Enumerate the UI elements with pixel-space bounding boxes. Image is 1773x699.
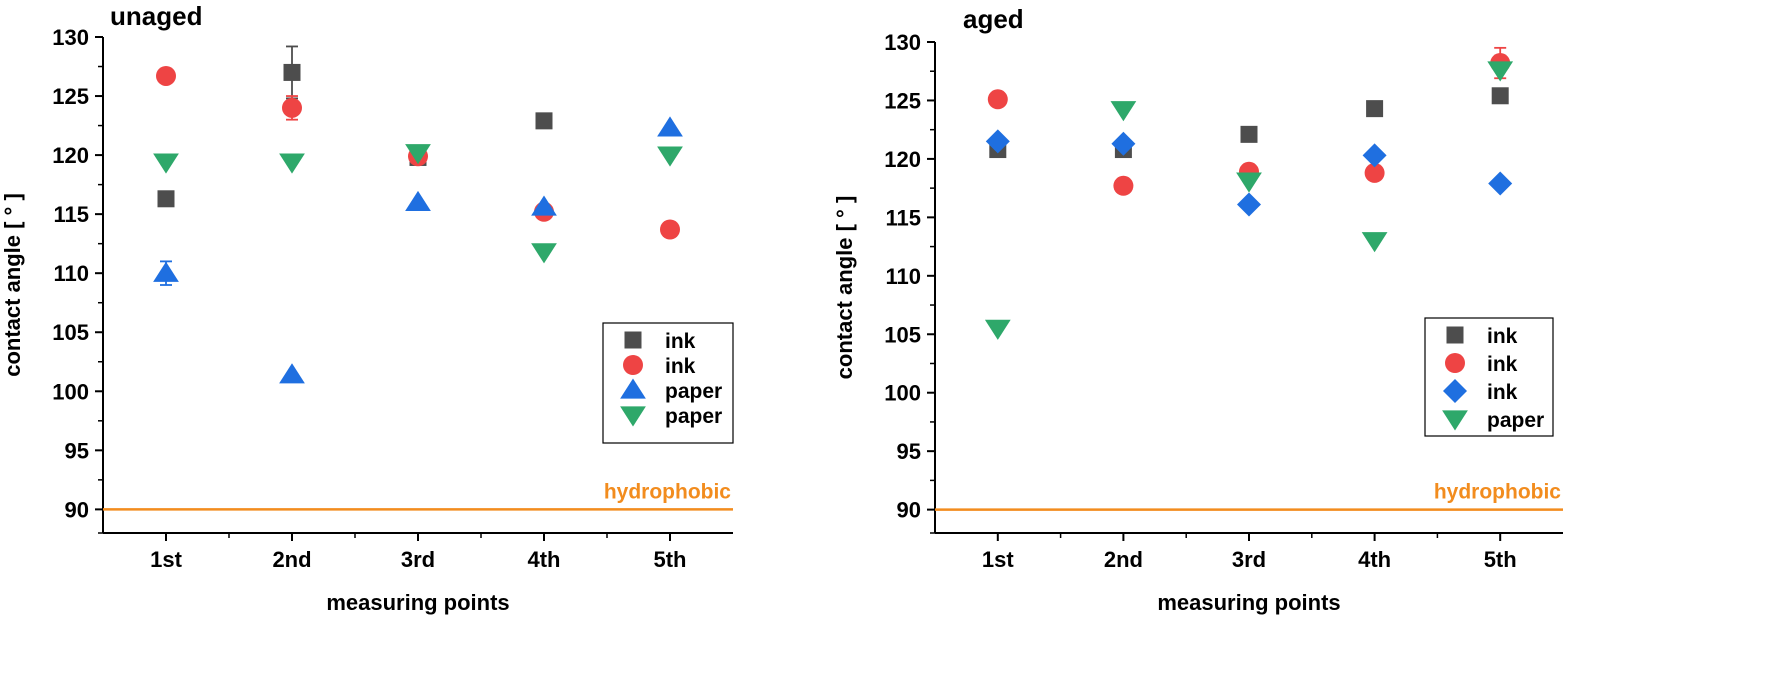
legend-label: paper xyxy=(665,380,722,403)
y-axis-label: contact angle [ ° ] xyxy=(0,193,25,377)
data-point xyxy=(1361,232,1388,253)
data-point xyxy=(156,65,176,86)
data-point xyxy=(1366,100,1384,118)
legend-label: paper xyxy=(665,405,722,428)
y-tick-label: 120 xyxy=(884,147,921,172)
x-tick-label: 2nd xyxy=(1104,547,1143,572)
legend-label: ink xyxy=(665,330,696,353)
data-point xyxy=(157,190,175,208)
legend-marker xyxy=(620,378,646,399)
data-point xyxy=(1113,175,1134,196)
x-tick-label: 5th xyxy=(654,547,687,572)
y-tick-label: 95 xyxy=(65,438,89,463)
legend-label: ink xyxy=(1487,381,1518,404)
data-point xyxy=(1488,171,1513,196)
y-tick-label: 90 xyxy=(897,498,921,523)
data-point xyxy=(987,89,1008,110)
hydrophobic-label: hydrophobic xyxy=(1434,481,1561,504)
data-point xyxy=(405,144,431,165)
data-point xyxy=(657,116,683,137)
data-point xyxy=(283,63,301,81)
data-point xyxy=(531,243,557,264)
legend-label: ink xyxy=(1487,353,1518,376)
y-axis-label: contact angle [ ° ] xyxy=(832,196,857,380)
x-tick-label: 4th xyxy=(528,547,561,572)
data-point xyxy=(279,363,305,384)
legend-label: ink xyxy=(665,355,696,378)
legend-label: ink xyxy=(1487,325,1518,348)
legend-marker xyxy=(1446,326,1464,344)
y-tick-label: 100 xyxy=(884,381,921,406)
series-triangle-up xyxy=(153,116,683,384)
y-tick-label: 130 xyxy=(884,30,921,55)
chart-panel-unaged: unaged 90 95 100 105 110 115 120 125 130 1st 2nd 3rd… xyxy=(0,1,734,615)
hydrophobic-label: hydrophobic xyxy=(604,480,731,503)
legend-marker xyxy=(620,406,646,427)
data-point xyxy=(660,219,680,240)
legend-marker xyxy=(1445,353,1465,373)
data-point xyxy=(657,146,683,167)
y-tick-label: 115 xyxy=(54,202,90,227)
series-triangle-down xyxy=(984,61,1514,340)
data-point xyxy=(1364,162,1385,183)
data-point xyxy=(282,97,302,118)
data-point xyxy=(279,153,305,174)
legend-marker xyxy=(624,331,642,349)
y-tick-label: 100 xyxy=(52,379,89,404)
data-point xyxy=(1240,125,1258,143)
x-tick-label: 4th xyxy=(1358,547,1391,572)
x-tick-label: 1st xyxy=(982,547,1014,572)
series-square xyxy=(989,87,1509,159)
legend-marker xyxy=(623,355,643,375)
x-tick-label: 3rd xyxy=(1232,547,1266,572)
series-square xyxy=(157,45,553,208)
y-tick-label: 105 xyxy=(52,320,89,345)
data-point xyxy=(984,319,1011,340)
series-diamond xyxy=(985,129,1513,217)
data-point xyxy=(1491,87,1509,105)
data-point xyxy=(535,112,553,130)
data-point xyxy=(1236,172,1262,193)
x-tick-label: 3rd xyxy=(401,547,435,572)
legend-label: paper xyxy=(1487,409,1544,432)
data-point xyxy=(1111,131,1136,156)
data-point xyxy=(1487,61,1514,82)
data-point xyxy=(1237,192,1261,217)
data-point xyxy=(1110,101,1137,122)
data-point xyxy=(531,195,557,216)
x-tick-label: 2nd xyxy=(272,547,311,572)
chart-panel-aged: aged 90 95 100 105 110 115 120 125 130 1st 2nd 3rd 4t… xyxy=(832,4,1563,615)
data-point xyxy=(153,153,179,174)
x-tick-label: 1st xyxy=(150,547,182,572)
chart-title: aged xyxy=(963,4,1024,34)
x-tick-label: 5th xyxy=(1484,547,1517,572)
x-axis-label: measuring points xyxy=(1157,590,1340,615)
y-tick-label: 125 xyxy=(884,88,921,113)
y-tick-label: 105 xyxy=(884,322,921,347)
y-tick-label: 95 xyxy=(897,439,921,464)
data-point xyxy=(985,129,1010,154)
chart-title: unaged xyxy=(110,1,202,31)
data-point xyxy=(153,261,179,282)
y-tick-label: 130 xyxy=(52,25,89,50)
data-point xyxy=(1362,143,1387,168)
legend-marker xyxy=(1442,410,1468,431)
legend-marker xyxy=(1443,379,1467,403)
y-tick-label: 125 xyxy=(52,84,89,109)
y-tick-label: 90 xyxy=(65,497,89,522)
legend: ink ink ink paper xyxy=(1424,317,1554,437)
x-axis-label: measuring points xyxy=(326,590,509,615)
y-tick-label: 120 xyxy=(52,143,89,168)
data-point xyxy=(405,190,431,211)
y-tick-label: 110 xyxy=(54,261,90,286)
series-triangle-down xyxy=(153,144,683,264)
y-tick-label: 110 xyxy=(886,264,922,289)
y-tick-label: 115 xyxy=(886,205,922,230)
